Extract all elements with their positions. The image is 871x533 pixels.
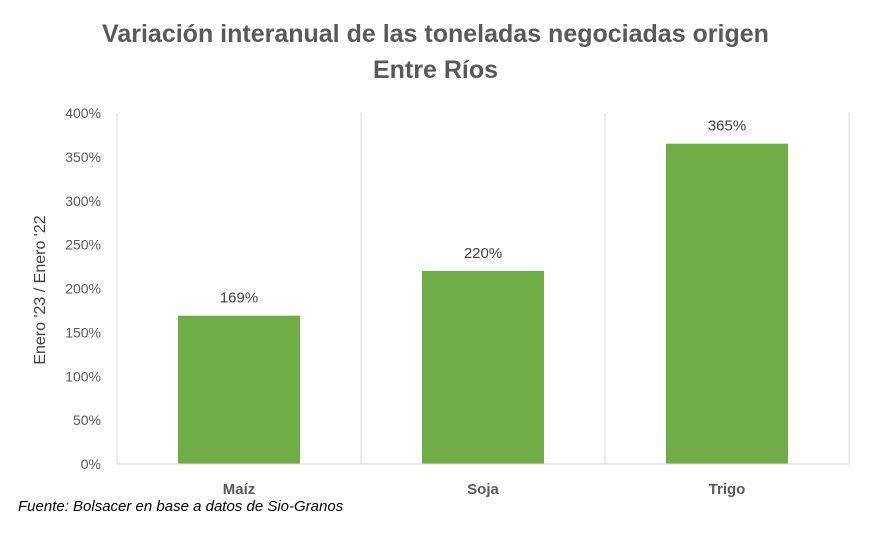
y-tick-label: 400% [65, 105, 101, 121]
x-tick-label: Soja [467, 481, 499, 498]
bar [666, 143, 788, 464]
source-note: Fuente: Bolsacer en base a datos de Sio-… [18, 498, 344, 515]
bar [178, 315, 300, 464]
y-tick-label: 100% [65, 368, 101, 384]
y-tick-label: 350% [65, 149, 101, 165]
data-label: 365% [708, 118, 746, 135]
y-tick-label: 50% [73, 412, 101, 428]
x-tick-label: Trigo [709, 481, 746, 498]
y-tick-label: 200% [65, 281, 101, 297]
y-tick-label: 0% [81, 456, 101, 472]
chart-bars [178, 143, 788, 464]
y-tick-label: 150% [65, 324, 101, 340]
y-axis-label: Enero '23 / Enero '22 [32, 215, 49, 364]
data-label: 220% [464, 245, 502, 262]
chart-title: Variación interanual de las toneladas ne… [102, 20, 769, 48]
bar [422, 270, 544, 464]
x-tick-label: Maíz [223, 481, 256, 498]
data-label: 169% [220, 290, 258, 307]
chart-axes: 0% 50% 100% 150% 200% 250% 300% 350% 400% [65, 105, 849, 472]
chart-labels: 169% Maíz 220% Soja 365% Trigo [220, 118, 746, 498]
y-tick-label: 300% [65, 193, 101, 209]
chart-subtitle: Entre Ríos [372, 56, 499, 84]
y-tick-label: 250% [65, 237, 101, 253]
chart-grid [116, 113, 850, 464]
